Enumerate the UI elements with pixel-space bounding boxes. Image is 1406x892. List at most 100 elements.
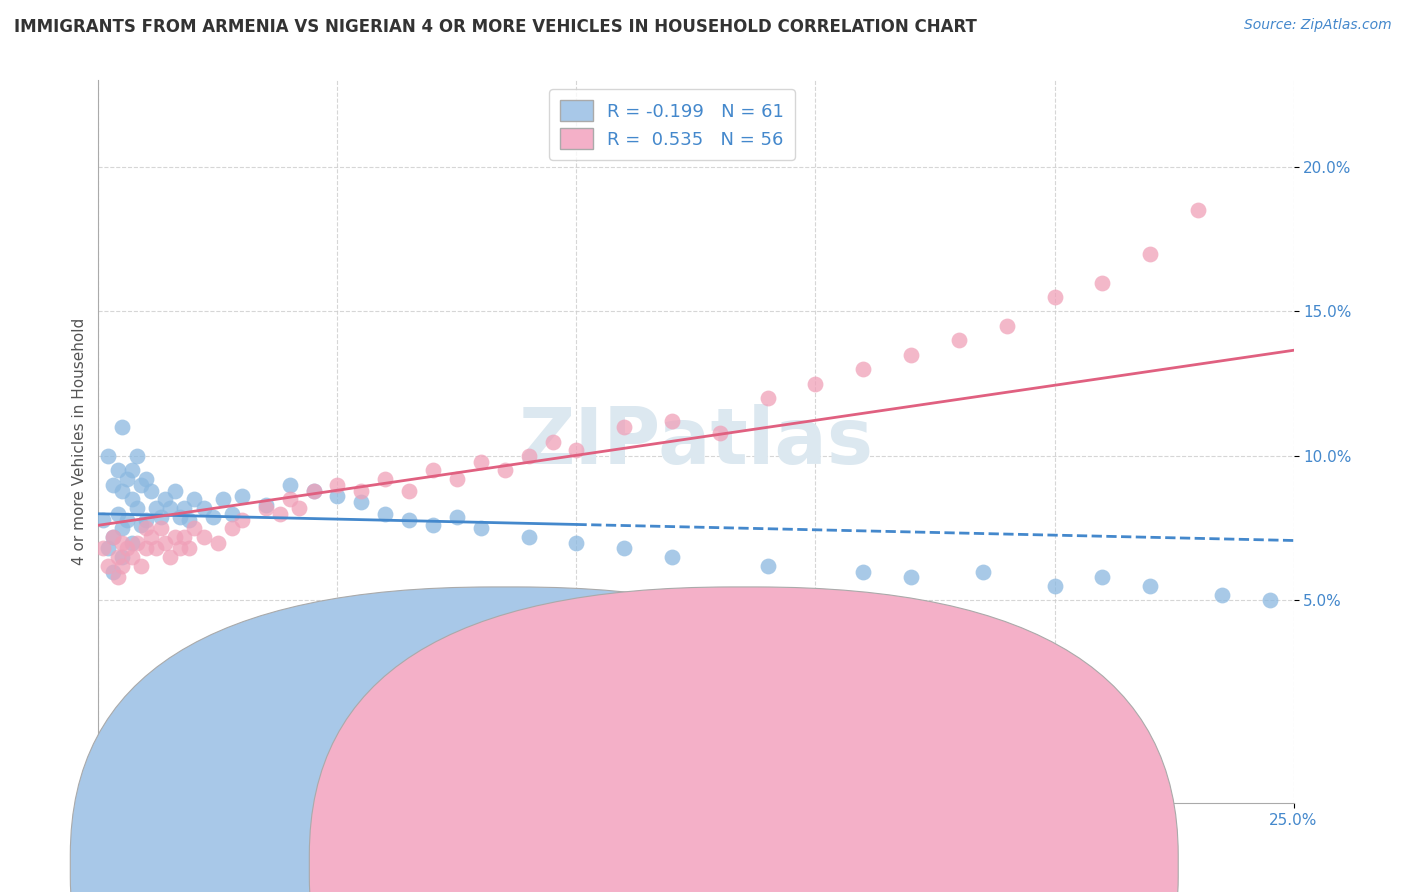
Point	[131, 518, 153, 533]
Point	[231, 490, 253, 504]
Point	[948, 334, 970, 348]
Point	[131, 478, 153, 492]
Point	[107, 507, 129, 521]
Point	[517, 530, 540, 544]
Point	[661, 550, 683, 565]
Point	[169, 541, 191, 556]
Point	[326, 478, 349, 492]
Text: ZIPatlas: ZIPatlas	[519, 403, 873, 480]
Point	[374, 507, 396, 521]
Y-axis label: 4 or more Vehicles in Household: 4 or more Vehicles in Household	[72, 318, 87, 566]
Point	[1043, 290, 1066, 304]
Point	[900, 570, 922, 584]
Point	[398, 512, 420, 526]
Point	[350, 495, 373, 509]
Point	[155, 535, 177, 549]
Point	[111, 420, 134, 434]
Point	[159, 550, 181, 565]
Point	[145, 501, 167, 516]
Point	[207, 535, 229, 549]
Point	[169, 509, 191, 524]
Point	[446, 472, 468, 486]
Point	[288, 501, 311, 516]
Point	[900, 348, 922, 362]
Point	[278, 478, 301, 492]
Point	[221, 521, 243, 535]
Point	[302, 483, 325, 498]
Point	[1091, 570, 1114, 584]
Point	[350, 483, 373, 498]
Point	[1091, 276, 1114, 290]
Point	[115, 472, 138, 486]
Point	[163, 483, 186, 498]
Point	[91, 541, 114, 556]
Point	[125, 501, 148, 516]
Point	[125, 449, 148, 463]
Point	[97, 558, 120, 573]
Point	[183, 521, 205, 535]
Point	[111, 550, 134, 565]
Point	[756, 391, 779, 405]
Point	[107, 570, 129, 584]
Point	[193, 530, 215, 544]
Point	[121, 463, 143, 477]
Point	[131, 558, 153, 573]
Point	[804, 376, 827, 391]
Point	[541, 434, 564, 449]
Point	[1139, 246, 1161, 260]
Point	[995, 318, 1018, 333]
Point	[91, 512, 114, 526]
Point	[422, 463, 444, 477]
Point	[101, 530, 124, 544]
Point	[302, 483, 325, 498]
Point	[121, 550, 143, 565]
Point	[398, 483, 420, 498]
Point	[111, 558, 134, 573]
Point	[145, 541, 167, 556]
Point	[107, 550, 129, 565]
Point	[139, 530, 162, 544]
Point	[149, 509, 172, 524]
Point	[517, 449, 540, 463]
Point	[254, 501, 277, 516]
Point	[221, 507, 243, 521]
Point	[193, 501, 215, 516]
Point	[121, 492, 143, 507]
Point	[173, 530, 195, 544]
Point	[163, 530, 186, 544]
Point	[1187, 203, 1209, 218]
Point	[326, 490, 349, 504]
Point	[183, 492, 205, 507]
Point	[422, 518, 444, 533]
Point	[155, 492, 177, 507]
Point	[211, 492, 233, 507]
Point	[111, 483, 134, 498]
Point	[125, 535, 148, 549]
Point	[756, 558, 779, 573]
Point	[101, 478, 124, 492]
Point	[179, 512, 201, 526]
Point	[121, 535, 143, 549]
Point	[446, 509, 468, 524]
Point	[852, 362, 875, 376]
Point	[135, 512, 157, 526]
Point	[661, 414, 683, 428]
Point	[159, 501, 181, 516]
Point	[101, 565, 124, 579]
Point	[254, 498, 277, 512]
Point	[111, 535, 134, 549]
Point	[107, 463, 129, 477]
Point	[565, 443, 588, 458]
Point	[173, 501, 195, 516]
Point	[269, 507, 291, 521]
Point	[135, 472, 157, 486]
Point	[470, 455, 492, 469]
Point	[494, 463, 516, 477]
Point	[115, 512, 138, 526]
Point	[115, 541, 138, 556]
Point	[374, 472, 396, 486]
Text: Source: ZipAtlas.com: Source: ZipAtlas.com	[1244, 18, 1392, 32]
Point	[231, 512, 253, 526]
Point	[135, 521, 157, 535]
Point	[613, 420, 636, 434]
